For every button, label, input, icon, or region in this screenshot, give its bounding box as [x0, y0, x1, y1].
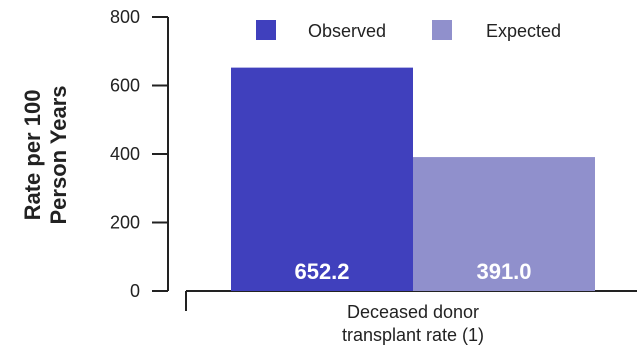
y-axis-title: Rate per 100Person Years	[20, 85, 71, 224]
legend: Observed Expected	[256, 20, 561, 41]
x-category-label: Deceased donor transplant rate (1)	[342, 302, 484, 345]
legend-swatch-observed	[256, 20, 276, 40]
legend-swatch-expected	[432, 20, 452, 40]
bars: 652.2 391.0	[231, 67, 595, 292]
bar-observed	[231, 67, 413, 292]
y-axis: 0 200 400 600 800	[110, 7, 169, 301]
data-label-observed: 652.2	[294, 259, 349, 284]
y-tick-label: 200	[110, 213, 140, 233]
bar-expected	[413, 157, 595, 291]
y-tick-label: 400	[110, 144, 140, 164]
legend-label-observed: Observed	[308, 21, 386, 41]
y-tick-label: 800	[110, 7, 140, 27]
y-tick-label: 0	[130, 281, 140, 301]
x-axis: Deceased donor transplant rate (1)	[185, 290, 637, 345]
legend-label-expected: Expected	[486, 21, 561, 41]
y-axis-title-text: Rate per 100Person Years	[20, 85, 71, 224]
y-tick-label: 600	[110, 76, 140, 96]
data-label-expected: 391.0	[476, 259, 531, 284]
